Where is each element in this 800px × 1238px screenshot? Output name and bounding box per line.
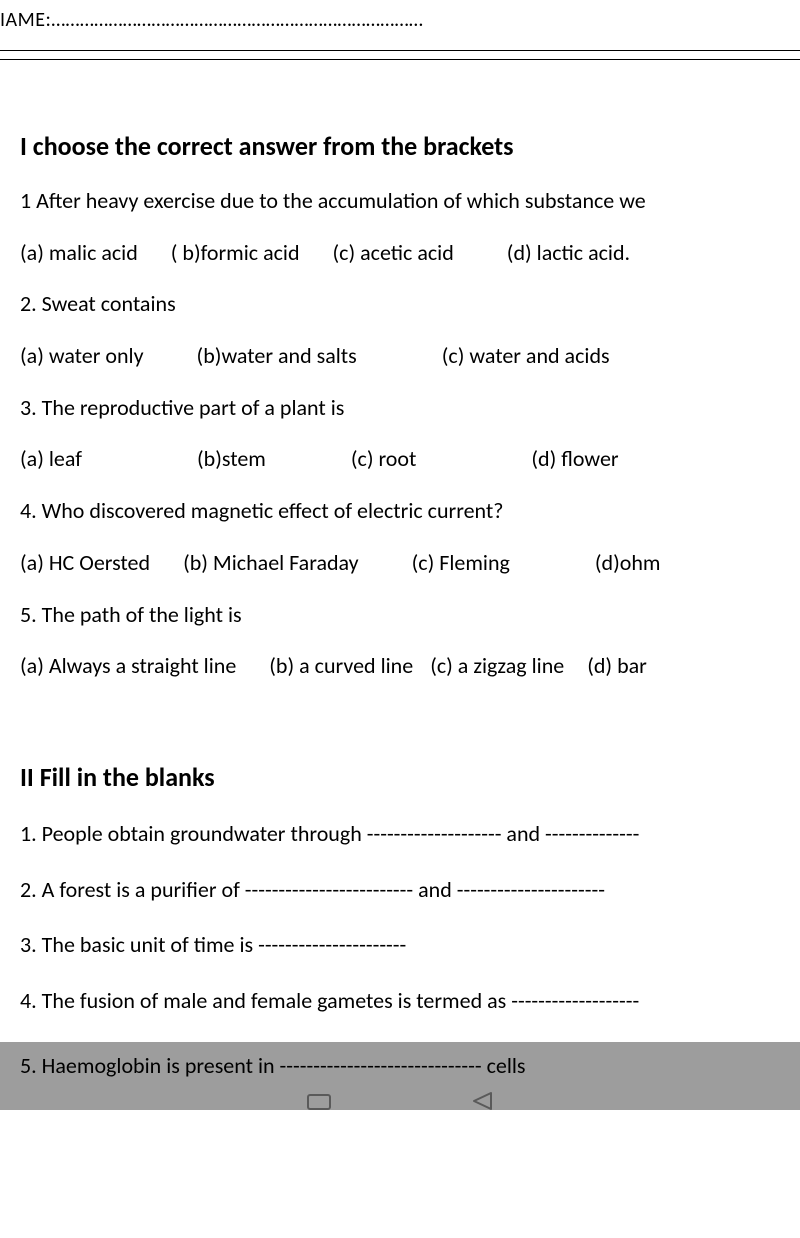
question-2-text: 2. Sweat contains: [20, 289, 780, 319]
fill-blank-2: 2. A forest is a purifier of -----------…: [20, 875, 780, 905]
back-icon[interactable]: [471, 1092, 493, 1110]
q3-option-b: (b)stem: [197, 444, 266, 474]
question-4-text: 4. Who discovered magnetic effect of ele…: [20, 496, 780, 526]
q4-option-c: (c) Fleming: [412, 548, 510, 578]
q5-option-d: (d) bar: [587, 651, 647, 681]
fill-blank-1: 1. People obtain groundwater through ---…: [20, 819, 780, 849]
fill-blank-5: 5. Haemoglobin is present in -----------…: [0, 1042, 800, 1079]
question-3-options: (a) leaf (b)stem (c) root (d) flower: [20, 444, 780, 474]
content-area: I choose the correct answer from the bra…: [0, 130, 800, 1016]
question-1-options: (a) malic acid ( b)formic acid (c) aceti…: [20, 238, 780, 268]
q4-option-b: (b) Michael Faraday: [183, 548, 359, 578]
name-field-line: IAME:……………………………………………………………………: [0, 0, 800, 36]
q2-option-c: (c) water and acids: [442, 341, 610, 371]
question-3-text: 3. The reproductive part of a plant is: [20, 393, 780, 423]
section-2-title: II Fill in the blanks: [20, 761, 780, 793]
q3-option-a: (a) leaf: [20, 444, 82, 474]
q5-option-c: (c) a zigzag line: [430, 651, 564, 681]
q3-option-c: (c) root: [351, 444, 417, 474]
q1-option-b: ( b)formic acid: [171, 238, 300, 268]
divider-2: [0, 59, 800, 60]
name-label: IAME:: [0, 8, 51, 32]
question-4-options: (a) HC Oersted (b) Michael Faraday (c) F…: [20, 548, 780, 578]
q4-option-a: (a) HC Oersted: [20, 548, 150, 578]
worksheet-page: IAME:…………………………………………………………………… I choose…: [0, 0, 800, 1110]
q1-option-c: (c) acetic acid: [333, 238, 454, 268]
q5-option-a: (a) Always a straight line: [20, 651, 236, 681]
question-5-text: 5. The path of the light is: [20, 600, 780, 630]
question-2-options: (a) water only (b)water and salts (c) wa…: [20, 341, 780, 371]
q2-option-b: (b)water and salts: [197, 341, 357, 371]
fill-blank-3: 3. The basic unit of time is -----------…: [20, 930, 780, 960]
q2-option-a: (a) water only: [20, 341, 144, 371]
q1-option-a: (a) malic acid: [20, 238, 138, 268]
question-5-options: (a) Always a straight line (b) a curved …: [20, 651, 780, 681]
nav-icons-row: [0, 1082, 800, 1110]
bottom-nav-bar: 5. Haemoglobin is present in -----------…: [0, 1042, 800, 1110]
q3-option-d: (d) flower: [531, 444, 618, 474]
name-dotted-line: ……………………………………………………………………: [51, 8, 423, 32]
fill-blank-4: 4. The fusion of male and female gametes…: [20, 986, 780, 1016]
recent-apps-icon[interactable]: [307, 1094, 331, 1110]
divider-1: [0, 50, 800, 51]
q5-option-b: (b) a curved line: [269, 651, 413, 681]
q4-option-d: (d)ohm: [595, 548, 661, 578]
section-1-title: I choose the correct answer from the bra…: [20, 130, 780, 162]
question-1-text: 1 After heavy exercise due to the accumu…: [20, 186, 780, 216]
q1-option-d: (d) lactic acid.: [507, 238, 630, 268]
